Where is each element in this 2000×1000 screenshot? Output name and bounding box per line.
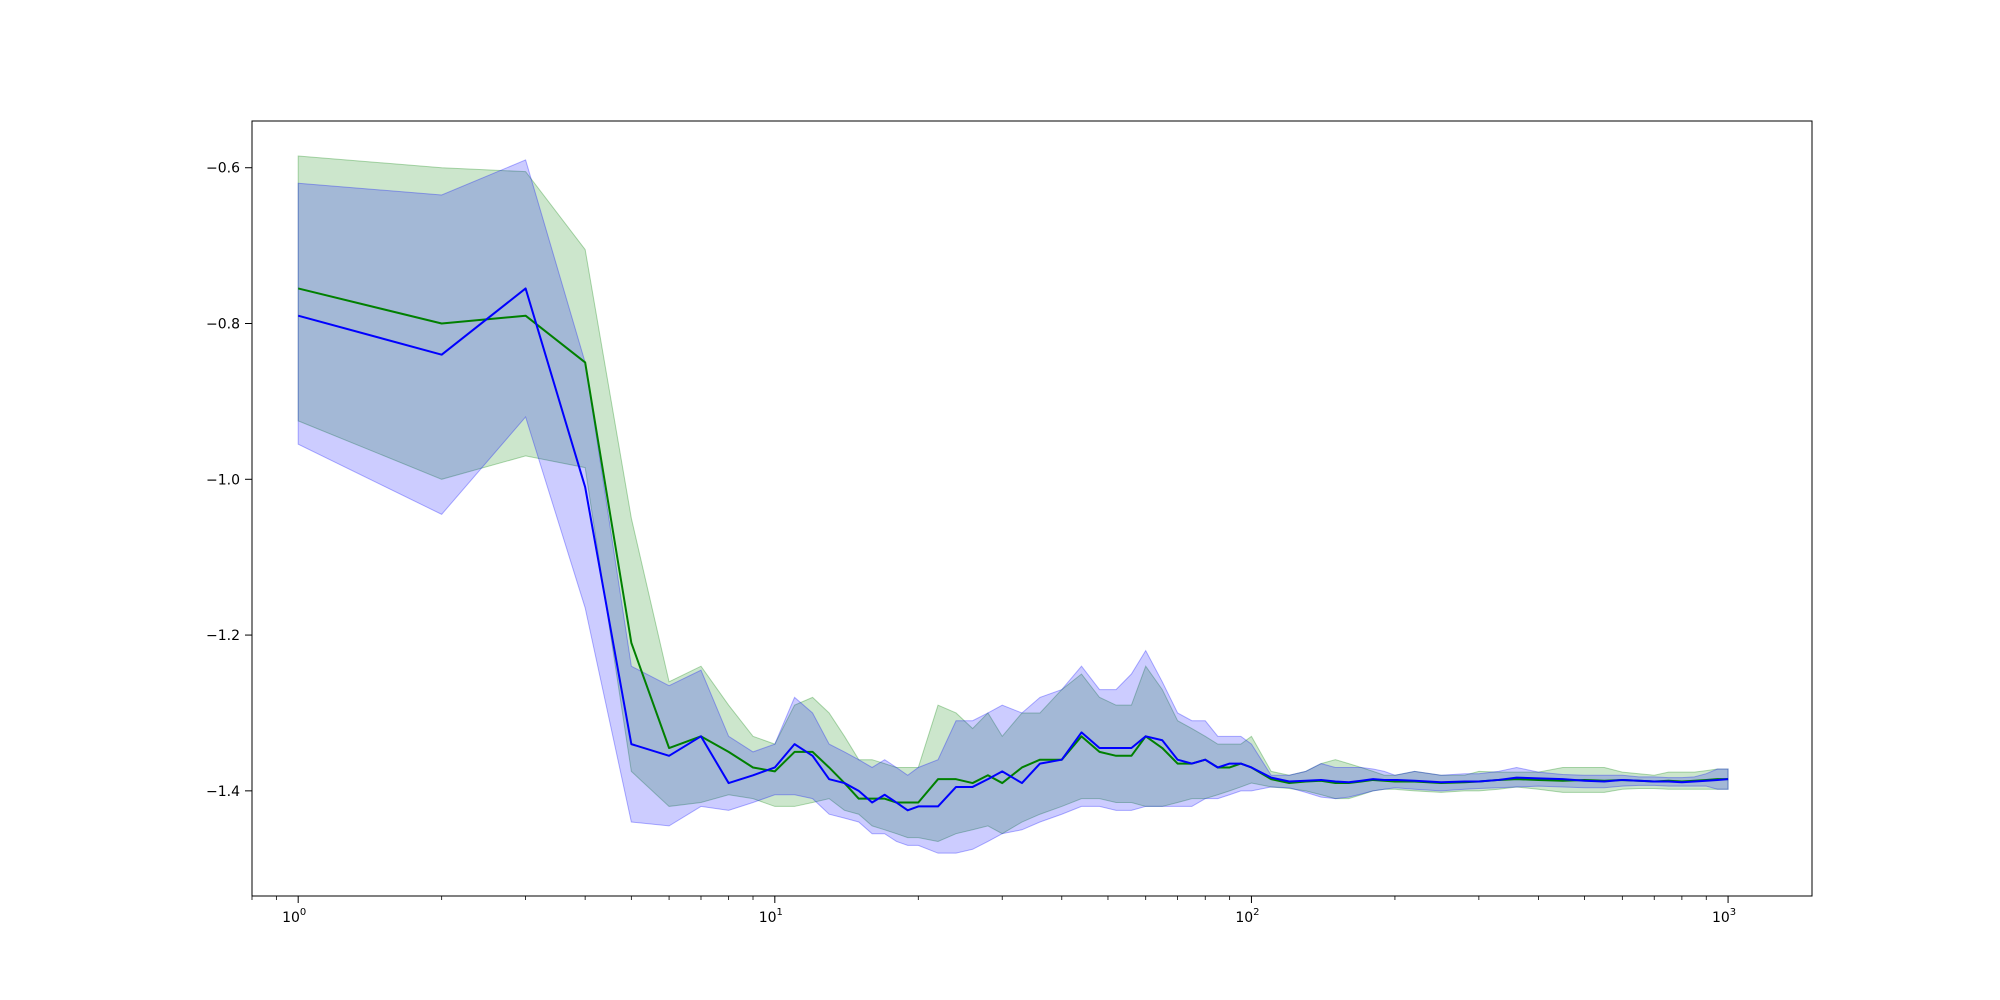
series-2-band — [297, 159, 1729, 854]
x-tick-label: 102 — [1235, 907, 1259, 926]
plot-frame — [251, 120, 1813, 897]
x-tick-label: 101 — [759, 907, 783, 926]
series-1-line — [297, 287, 1729, 804]
series-2-line — [297, 287, 1729, 812]
x-tick-label: 103 — [1712, 907, 1736, 926]
x-axis: 100 101 102 103 — [251, 896, 1736, 926]
y-tick-label: −1.2 — [206, 628, 240, 644]
plot-area-background — [252, 121, 1812, 896]
x-tick-label: 100 — [282, 907, 306, 926]
series-lines — [297, 287, 1729, 812]
y-tick-label: −1.0 — [206, 472, 240, 488]
y-tick-label: −1.4 — [206, 784, 240, 800]
y-tick-label: −0.6 — [206, 161, 240, 177]
series-1-band — [297, 155, 1729, 843]
y-axis: −0.6 −0.8 −1.0 −1.2 −1.4 — [206, 161, 252, 800]
confidence-bands — [297, 155, 1729, 854]
y-tick-label: −0.8 — [206, 317, 240, 333]
